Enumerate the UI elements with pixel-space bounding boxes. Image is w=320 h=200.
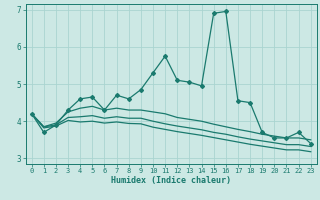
X-axis label: Humidex (Indice chaleur): Humidex (Indice chaleur): [111, 176, 231, 185]
